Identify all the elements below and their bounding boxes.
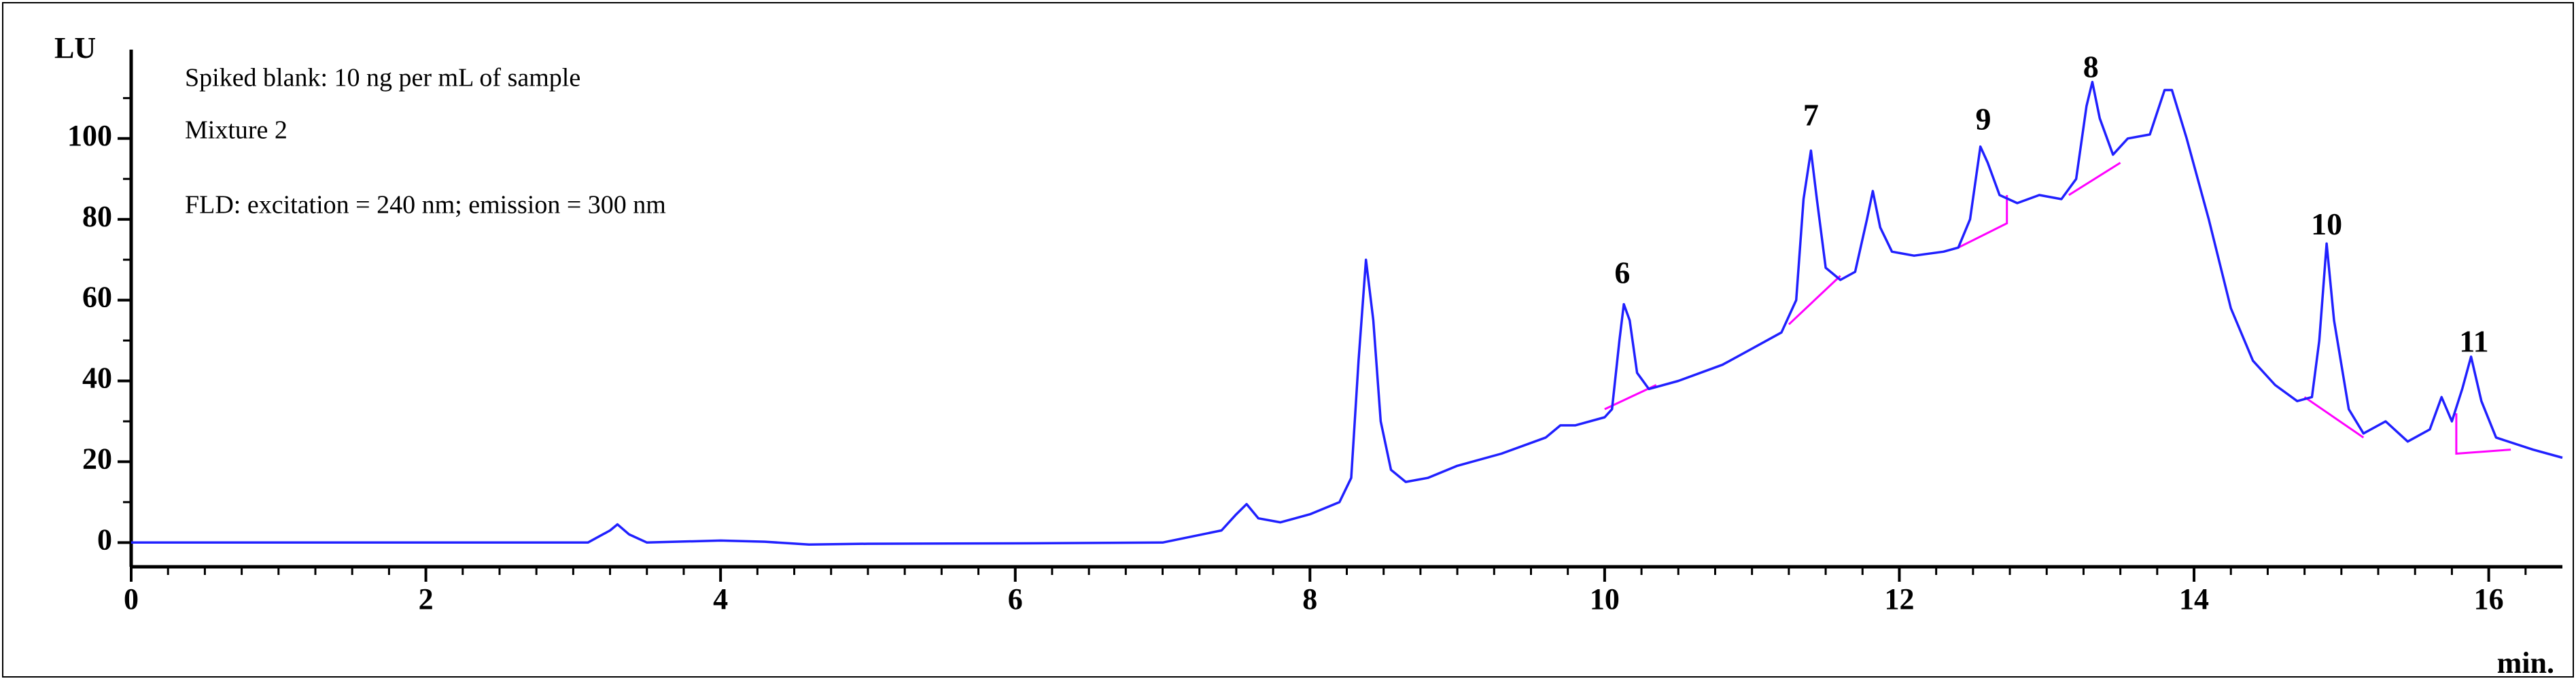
annotation: FLD: excitation = 240 nm; emission = 300… bbox=[185, 191, 666, 220]
peak-label: 11 bbox=[2459, 324, 2488, 359]
y-tick-label: 60 bbox=[82, 281, 112, 314]
peak-label: 8 bbox=[2083, 49, 2099, 84]
annotation: Spiked blank: 10 ng per mL of sample bbox=[185, 64, 580, 92]
x-tick-label: 6 bbox=[1008, 582, 1023, 616]
peak-label: 6 bbox=[1614, 256, 1630, 290]
y-tick-label: 100 bbox=[67, 119, 112, 152]
chromatogram-trace bbox=[131, 80, 2563, 546]
integration-baseline bbox=[2455, 413, 2511, 455]
peak-label: 7 bbox=[1803, 98, 1819, 133]
x-tick-label: 4 bbox=[713, 582, 728, 616]
y-tick-label: 80 bbox=[82, 200, 112, 233]
y-axis-label: LU bbox=[54, 31, 96, 65]
integration-baseline bbox=[2068, 162, 2121, 196]
peak-label: 10 bbox=[2311, 207, 2342, 241]
x-tick-label: 12 bbox=[1884, 582, 1914, 616]
x-tick-label: 16 bbox=[2474, 582, 2504, 616]
peak-label: 9 bbox=[1976, 102, 1991, 137]
y-tick-label: 40 bbox=[82, 362, 112, 395]
x-tick-label: 2 bbox=[419, 582, 434, 616]
y-tick-label: 0 bbox=[97, 523, 112, 556]
integration-baseline bbox=[1788, 275, 1841, 326]
x-tick-label: 14 bbox=[2179, 582, 2209, 616]
x-tick-label: 10 bbox=[1590, 582, 1620, 616]
y-tick-label: 20 bbox=[82, 442, 112, 476]
integration-baseline bbox=[2303, 396, 2365, 439]
integration-baseline bbox=[1957, 195, 2008, 249]
x-tick-label: 8 bbox=[1302, 582, 1317, 616]
x-tick-label: 0 bbox=[124, 582, 139, 616]
x-axis-label: min. bbox=[2497, 646, 2554, 680]
annotation: Mixture 2 bbox=[185, 116, 288, 145]
